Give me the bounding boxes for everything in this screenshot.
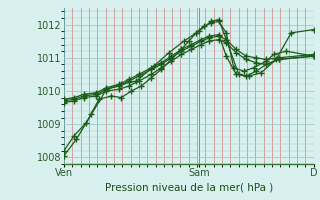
X-axis label: Pression niveau de la mer( hPa ): Pression niveau de la mer( hPa ) (105, 182, 273, 192)
